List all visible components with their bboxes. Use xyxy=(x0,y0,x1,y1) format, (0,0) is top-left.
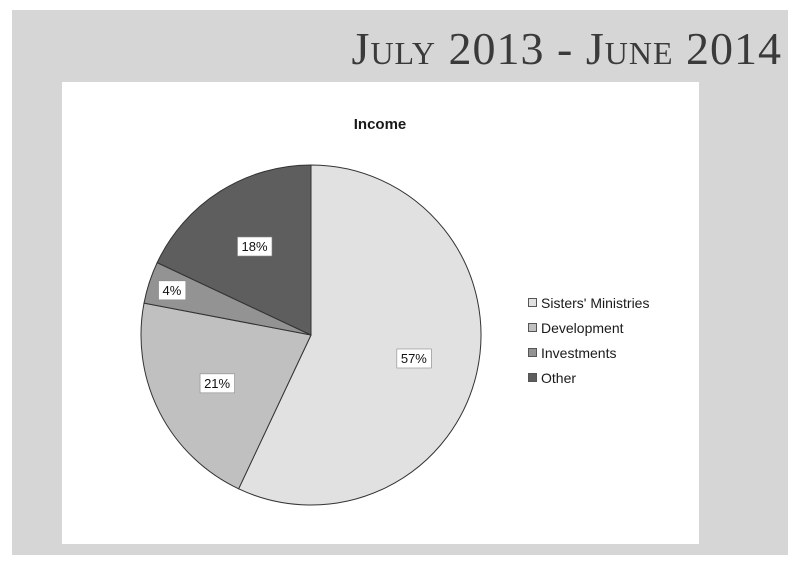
data-label-box-sisters-ministries xyxy=(396,348,432,369)
pie-chart: Income 57% 21% 4% 18% xyxy=(140,116,482,506)
legend-swatch-other xyxy=(528,373,537,382)
data-label-box-development xyxy=(199,373,235,394)
data-label-development: 21% xyxy=(199,373,235,394)
pie-slice-other xyxy=(156,164,312,336)
data-label-text-investments: 4% xyxy=(163,283,182,298)
legend-swatch-development xyxy=(528,323,537,332)
data-label-text-other: 18% xyxy=(242,239,268,254)
legend-label-development: Development xyxy=(541,319,624,336)
chart-legend: Sisters' Ministries Development Investment… xyxy=(528,290,649,390)
data-label-investments: 4% xyxy=(158,280,187,301)
legend-label-investments: Investments xyxy=(541,344,617,361)
data-label-text-sisters-ministries: 57% xyxy=(401,351,427,366)
legend-item-other: Other xyxy=(528,365,649,390)
legend-item-development: Development xyxy=(528,315,649,340)
data-label-box-other xyxy=(237,236,273,257)
chart-area: Income 57% 21% 4% 18% Sisters' Ministries De… xyxy=(62,82,699,544)
data-label-sisters-ministries: 57% xyxy=(396,348,432,369)
chart-title: Income xyxy=(354,116,407,133)
slide-background: July 2013 - June 2014 Income 57% 21% 4% 18%… xyxy=(12,10,788,555)
data-label-box-investments xyxy=(158,280,187,301)
pie-slices xyxy=(140,164,482,506)
legend-swatch-investments xyxy=(528,348,537,357)
pie-slice-sisters-ministries xyxy=(237,164,482,506)
legend-item-investments: Investments xyxy=(528,340,649,365)
data-label-other: 18% xyxy=(237,236,273,257)
pie-data-labels: 57% 21% 4% 18% xyxy=(158,236,432,394)
data-label-text-development: 21% xyxy=(204,376,230,391)
pie-slice-development xyxy=(140,302,312,490)
legend-swatch-sisters-ministries xyxy=(528,298,537,307)
legend-label-sisters-ministries: Sisters' Ministries xyxy=(541,294,650,311)
page-heading: July 2013 - June 2014 xyxy=(351,23,782,74)
legend-item-sisters-ministries: Sisters' Ministries xyxy=(528,290,649,315)
legend-label-other: Other xyxy=(541,369,577,386)
